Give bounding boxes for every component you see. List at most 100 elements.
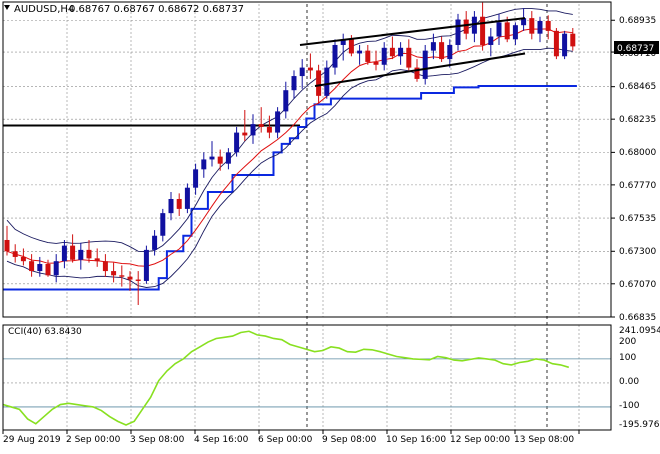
candle-bear xyxy=(307,67,313,71)
cci-tick: 0.00 xyxy=(619,377,639,387)
candle-bull xyxy=(275,111,281,133)
candles xyxy=(4,2,576,305)
candle-bull xyxy=(61,245,67,262)
candle-bull xyxy=(160,213,166,236)
candle-bear xyxy=(463,19,469,34)
candle-bull xyxy=(512,25,518,40)
candle-bear xyxy=(242,132,248,136)
price-tick: 0.67300 xyxy=(619,247,656,257)
ohlc-values: 0.68767 0.68767 0.68672 0.68737 xyxy=(69,4,244,15)
header-symbol-icon xyxy=(4,5,10,10)
candle-bull xyxy=(225,152,231,164)
candle-bear xyxy=(217,156,223,164)
candle-bull xyxy=(291,76,297,91)
ma-path xyxy=(6,28,573,267)
time-tick: 12 Sep 00:00 xyxy=(450,435,510,445)
time-tick: 3 Sep 08:00 xyxy=(130,435,185,445)
candle-bear xyxy=(373,61,379,65)
candle-bear xyxy=(570,33,576,47)
candle-bull xyxy=(283,90,289,112)
cci-tick: -100 xyxy=(619,401,640,411)
candle-bear xyxy=(348,39,354,54)
candle-bull xyxy=(37,264,43,272)
price-panel-frame xyxy=(2,1,612,318)
candle-bull xyxy=(53,261,59,276)
candle-bear xyxy=(94,258,100,262)
candle-bear xyxy=(545,20,551,31)
candle-bull xyxy=(381,47,387,65)
candle-bull xyxy=(201,159,207,170)
candle-bull xyxy=(332,44,338,68)
candle-bull xyxy=(234,132,240,153)
candle-bull xyxy=(537,20,543,34)
cci-min-label: -195.9766 xyxy=(619,420,660,430)
candle-bull xyxy=(299,67,305,77)
candle-bull xyxy=(447,44,453,60)
moving-average-line xyxy=(6,28,573,267)
cci-label: CCI(40) 63.8430 xyxy=(8,327,82,337)
candle-bear xyxy=(480,16,486,45)
candle-bull xyxy=(193,169,199,188)
candle-bull xyxy=(143,249,149,281)
price-tick: 0.68935 xyxy=(619,16,656,26)
candle-bull xyxy=(422,50,428,79)
channel-lower-line xyxy=(314,52,526,87)
candle-bear xyxy=(135,279,141,281)
candle-bear xyxy=(29,261,35,272)
candle-bull xyxy=(324,67,330,96)
candle-bull xyxy=(209,156,215,160)
candle-bear xyxy=(70,245,76,260)
price-tick: 0.67535 xyxy=(619,214,656,224)
time-tick: 10 Sep 16:00 xyxy=(386,435,446,445)
time-tick: 4 Sep 16:00 xyxy=(194,435,249,445)
candle-bear xyxy=(4,239,10,252)
envelope-upper xyxy=(6,8,573,253)
price-tick: 0.68465 xyxy=(619,82,656,92)
time-tick: 13 Sep 08:00 xyxy=(514,435,574,445)
time-axis: 29 Aug 2019 2 Sep 00:00 3 Sep 08:00 4 Se… xyxy=(3,435,574,445)
candle-bull xyxy=(521,18,527,26)
candle-bull xyxy=(152,235,158,250)
time-tick: 2 Sep 00:00 xyxy=(66,435,121,445)
candle-bear xyxy=(86,249,92,259)
candle-bull xyxy=(250,124,256,136)
candle-bear xyxy=(365,50,371,62)
cci-panel-frame xyxy=(2,324,612,431)
current-price-box xyxy=(614,41,659,54)
candle-bear xyxy=(45,264,51,276)
candle-bear xyxy=(414,67,420,79)
candle-bull xyxy=(340,39,346,45)
candle-bull xyxy=(184,187,190,209)
trend-channel xyxy=(299,17,526,87)
candle-bear xyxy=(12,251,18,257)
candle-bull xyxy=(398,47,404,57)
cci-line xyxy=(2,330,570,426)
candle-bear xyxy=(504,22,510,40)
envelope-lines xyxy=(6,8,573,288)
price-tick: 0.68000 xyxy=(619,148,656,158)
candle-bull xyxy=(357,50,363,54)
candle-bear xyxy=(176,199,182,209)
time-tick: 6 Sep 00:00 xyxy=(258,435,313,445)
candle-bear xyxy=(119,275,125,277)
candle-bear xyxy=(389,47,395,57)
candle-bear xyxy=(553,30,559,57)
cci-tick: 100 xyxy=(619,353,636,363)
time-tick: 9 Sep 08:00 xyxy=(322,435,377,445)
time-tick: 29 Aug 2019 xyxy=(3,435,61,445)
candle-bull xyxy=(430,42,436,51)
candle-bull xyxy=(78,249,84,260)
price-tick: 0.68235 xyxy=(619,115,656,125)
current-price-label: 0.68737 xyxy=(617,44,654,54)
candle-bear xyxy=(127,276,133,280)
candle-bear xyxy=(529,18,535,34)
chart-frame xyxy=(2,1,615,434)
candle-bear xyxy=(111,271,117,276)
price-tick: 0.67070 xyxy=(619,280,656,290)
candle-bear xyxy=(102,261,108,272)
cci-path xyxy=(2,330,570,426)
price-tick: 0.66835 xyxy=(619,313,656,323)
